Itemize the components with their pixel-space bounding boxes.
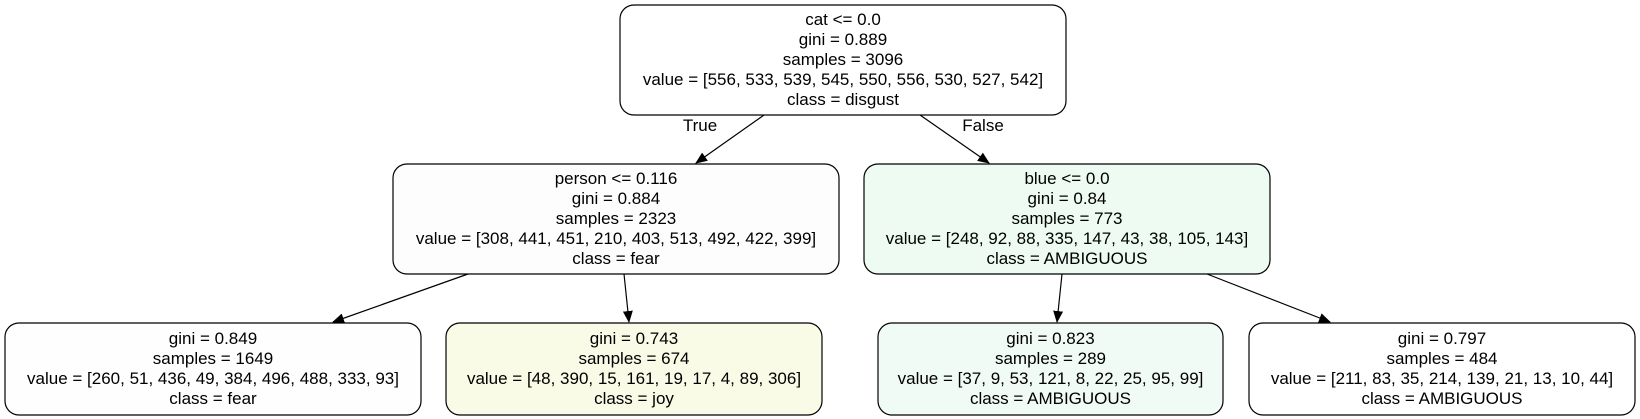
node-text-line: samples = 484: [1386, 349, 1497, 368]
node-text-line: samples = 3096: [783, 50, 904, 69]
edge-root-to-left: [695, 114, 765, 164]
node-text-line: gini = 0.823: [1006, 329, 1094, 348]
edge-root-to-right: [919, 114, 990, 164]
node-box: [4, 322, 422, 416]
node-box: [877, 322, 1224, 416]
edge-right-to-right-left: [1053, 273, 1064, 323]
node-text-line: value = [48, 390, 15, 161, 19, 17, 4, 89…: [467, 369, 801, 388]
edge-label-true: True: [683, 116, 717, 135]
node-text-line: class = AMBIGUOUS: [970, 389, 1131, 408]
node-text-line: samples = 289: [995, 349, 1106, 368]
node-text-line: class = AMBIGUOUS: [1361, 389, 1522, 408]
edges-layer: True False: [332, 114, 1331, 324]
node-text-line: value = [248, 92, 88, 335, 147, 43, 38, …: [886, 229, 1249, 248]
node-text-line: value = [260, 51, 436, 49, 384, 496, 488…: [27, 369, 399, 388]
node-text-line: value = [556, 533, 539, 545, 550, 556, 5…: [643, 70, 1043, 89]
node-text-line: samples = 773: [1011, 209, 1122, 228]
node-text-line: value = [37, 9, 53, 121, 8, 22, 25, 95, …: [898, 369, 1204, 388]
edge-right-to-right-right: [1206, 273, 1331, 323]
node-text-line: samples = 1649: [153, 349, 274, 368]
node-text-line: gini = 0.84: [1028, 189, 1107, 208]
node-text-line: value = [211, 83, 35, 214, 139, 21, 13, …: [1271, 369, 1613, 388]
edge-label-false: False: [962, 116, 1004, 135]
node-text-line: person <= 0.116: [555, 169, 678, 188]
node-text-line: class = disgust: [787, 90, 899, 109]
node-box: [619, 4, 1067, 116]
node-text-line: samples = 2323: [556, 209, 677, 228]
node-text-line: gini = 0.797: [1398, 329, 1486, 348]
edge-left-to-left-right: [622, 273, 633, 323]
node-box: [1248, 322, 1636, 416]
node-text-line: class = AMBIGUOUS: [986, 249, 1147, 268]
node-text-line: class = fear: [169, 389, 257, 408]
node-text-line: samples = 674: [578, 349, 689, 368]
edge-left-to-left-left: [332, 273, 469, 324]
node-text-line: value = [308, 441, 451, 210, 403, 513, 4…: [416, 229, 816, 248]
node-text-line: class = joy: [594, 389, 674, 408]
node-text-line: cat <= 0.0: [805, 10, 881, 29]
node-text-line: class = fear: [572, 249, 660, 268]
node-box: [445, 322, 823, 416]
node-text-line: gini = 0.849: [169, 329, 257, 348]
node-box: [392, 163, 840, 275]
node-text-line: gini = 0.889: [799, 30, 887, 49]
node-text-line: gini = 0.884: [572, 189, 660, 208]
node-box: [863, 163, 1271, 275]
node-text-line: gini = 0.743: [590, 329, 678, 348]
node-text-line: blue <= 0.0: [1024, 169, 1109, 188]
